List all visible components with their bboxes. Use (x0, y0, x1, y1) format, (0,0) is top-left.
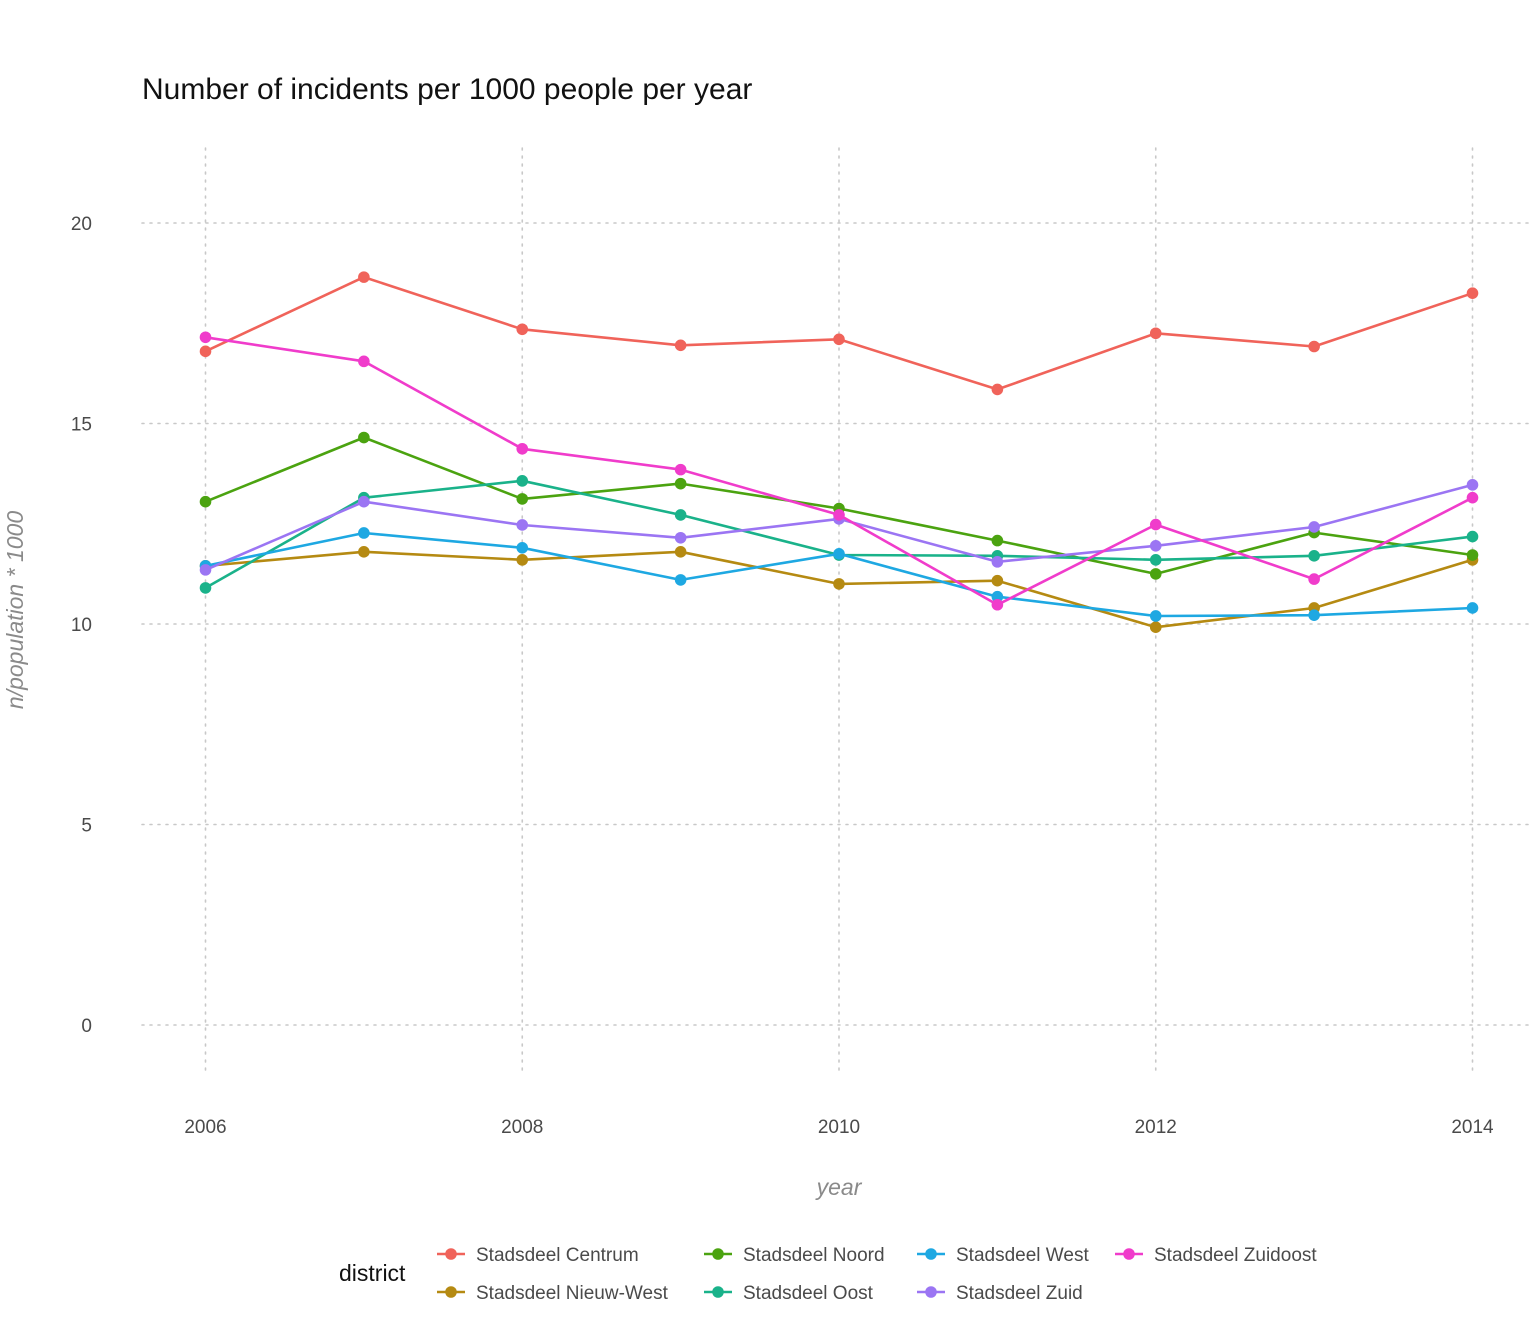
legend-key-point (925, 1248, 937, 1260)
data-point (358, 495, 370, 508)
x-tick-label: 2012 (1135, 1117, 1177, 1138)
x-tick-label: 2006 (184, 1117, 226, 1138)
data-point (199, 331, 212, 344)
y-axis-ticks: 0 5 10 15 20 (71, 214, 92, 1037)
data-point (1149, 621, 1162, 634)
legend-item: Stadsdeel West (917, 1245, 1089, 1266)
data-point (516, 475, 529, 487)
data-point (516, 554, 529, 566)
legend-item: Stadsdeel Zuidoost (1115, 1245, 1317, 1266)
data-point (1149, 568, 1162, 580)
y-axis-label: n/population * 1000 (2, 511, 28, 709)
data-point (674, 477, 687, 490)
legend-label: Stadsdeel Zuidoost (1154, 1245, 1317, 1266)
legend-key-point (925, 1286, 937, 1298)
data-point (1466, 479, 1479, 491)
data-point (833, 578, 845, 590)
data-point (833, 509, 845, 521)
legend-item: Stadsdeel Zuid (917, 1283, 1083, 1304)
data-point (674, 574, 687, 586)
legend-key-point (445, 1286, 457, 1298)
data-point (1149, 540, 1162, 552)
data-point (199, 495, 212, 508)
data-point (516, 519, 529, 531)
data-point (674, 463, 687, 476)
data-point (199, 582, 212, 594)
data-point (1149, 327, 1162, 340)
data-point (199, 564, 212, 576)
legend-item: Stadsdeel Centrum (437, 1245, 639, 1266)
legend-item: Stadsdeel Oost (704, 1283, 874, 1304)
data-point (1466, 491, 1479, 504)
data-point (674, 546, 687, 558)
legend: Stadsdeel Centrum Stadsdeel Nieuw-West Sta… (437, 1245, 1317, 1304)
legend-key-point (1123, 1248, 1135, 1260)
data-point (1149, 610, 1162, 622)
data-point (358, 546, 370, 558)
y-tick-label: 0 (81, 1016, 92, 1037)
data-point (1308, 521, 1320, 533)
x-tick-label: 2014 (1451, 1117, 1494, 1138)
data-point (674, 339, 687, 352)
data-point (1308, 609, 1320, 621)
data-point (516, 323, 529, 336)
legend-label: Stadsdeel Noord (743, 1245, 885, 1266)
grid-lines (141, 147, 1533, 1071)
legend-item: Stadsdeel Noord (704, 1245, 885, 1266)
legend-label: Stadsdeel West (956, 1245, 1089, 1266)
legend-label: Stadsdeel Oost (743, 1283, 874, 1304)
data-point (1466, 549, 1479, 561)
series-lines (199, 271, 1479, 634)
chart-title: Number of incidents per 1000 people per … (142, 73, 752, 106)
series-stadsdeel-zuidoost (199, 331, 1479, 611)
legend-title: district (339, 1260, 406, 1286)
data-point (516, 542, 529, 554)
legend-item: Stadsdeel Nieuw-West (437, 1283, 669, 1304)
data-point (991, 574, 1004, 587)
data-point (1149, 554, 1162, 566)
data-point (1466, 602, 1479, 614)
legend-label: Stadsdeel Nieuw-West (476, 1283, 669, 1304)
legend-key-point (712, 1248, 724, 1260)
data-point (1308, 340, 1320, 353)
y-tick-label: 10 (71, 615, 92, 636)
x-tick-label: 2010 (818, 1117, 860, 1138)
data-point (991, 598, 1004, 611)
data-point (358, 271, 370, 283)
legend-label: Stadsdeel Zuid (956, 1283, 1083, 1304)
data-point (1308, 550, 1320, 562)
legend-key-point (712, 1286, 724, 1298)
data-point (516, 442, 529, 455)
data-point (199, 345, 212, 358)
y-tick-label: 20 (71, 214, 92, 235)
data-point (1149, 518, 1162, 531)
legend-label: Stadsdeel Centrum (476, 1245, 639, 1266)
data-point (833, 548, 845, 560)
y-tick-label: 5 (81, 816, 92, 837)
data-point (991, 534, 1004, 547)
legend-key-point (445, 1248, 457, 1260)
data-point (358, 527, 370, 539)
data-point (674, 531, 687, 544)
data-point (358, 431, 370, 444)
data-point (358, 355, 370, 368)
data-point (1466, 287, 1479, 299)
x-tick-label: 2008 (501, 1117, 543, 1138)
data-point (516, 493, 529, 505)
data-point (991, 556, 1004, 568)
data-point (833, 333, 845, 346)
data-point (674, 509, 687, 521)
data-point (991, 590, 1004, 603)
x-axis-label: year (815, 1174, 863, 1200)
data-point (991, 383, 1004, 396)
y-tick-label: 15 (71, 415, 92, 436)
x-axis-ticks: 2006 2008 2010 2012 2014 (184, 1117, 1494, 1138)
data-point (1466, 530, 1479, 543)
series-stadsdeel-centrum (199, 271, 1479, 396)
data-point (1308, 573, 1320, 585)
